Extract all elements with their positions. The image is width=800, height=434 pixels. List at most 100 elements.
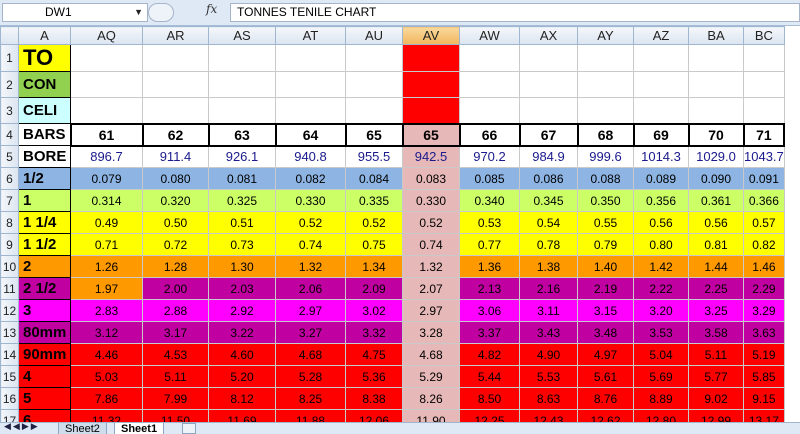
row-header-6[interactable]: 6 [0,167,19,190]
grid-cell[interactable]: 5.36 [345,365,403,388]
grid-cell[interactable]: 0.314 [70,189,143,212]
grid-cell[interactable]: 4.90 [519,343,578,366]
grid-cell[interactable] [275,44,346,72]
grid-cell[interactable]: 0.361 [688,189,744,212]
insert-function-icon[interactable]: fx [206,2,218,16]
grid-cell[interactable]: 0.50 [142,211,209,234]
grid-cell[interactable]: 7.99 [142,387,209,410]
grid-cell[interactable]: 1.38 [519,255,578,278]
grid-cell[interactable] [519,97,578,124]
formula-input[interactable]: TONNES TENILE CHART [230,3,800,22]
grid-cell[interactable]: 0.320 [142,189,209,212]
grid-cell[interactable] [743,44,785,72]
grid-cell[interactable]: 0.73 [208,233,276,256]
row-label-cell[interactable]: CON [18,71,71,98]
grid-cell[interactable]: 2.88 [142,299,209,322]
grid-cell[interactable] [459,71,520,98]
grid-cell[interactable]: 5.69 [633,365,689,388]
row-header-10[interactable]: 10 [0,255,19,278]
grid-cell[interactable]: 8.76 [577,387,634,410]
grid-cell[interactable]: 2.16 [519,277,578,300]
grid-cell[interactable]: 8.26 [402,387,460,410]
grid-cell[interactable]: 67 [518,122,579,147]
grid-cell[interactable]: 63 [207,122,277,147]
formula-bar-expand-button[interactable] [148,3,174,22]
grid-cell[interactable] [142,97,209,124]
name-box-dropdown-icon[interactable]: ▼ [134,7,143,17]
grid-cell[interactable]: 61 [69,122,144,147]
row-header-16[interactable]: 16 [0,387,19,410]
grid-cell[interactable]: 0.088 [577,167,634,190]
grid-cell[interactable]: 955.5 [345,145,403,168]
grid-cell[interactable]: 5.53 [519,365,578,388]
grid-cell[interactable] [633,71,689,98]
grid-cell[interactable]: 2.09 [345,277,403,300]
grid-cell[interactable]: 1.36 [459,255,520,278]
grid-cell[interactable]: 1.34 [345,255,403,278]
grid-cell[interactable]: 911.4 [142,145,209,168]
column-header-bc[interactable]: BC [743,26,785,45]
grid-cell[interactable]: 0.72 [142,233,209,256]
grid-cell[interactable] [345,71,403,98]
grid-cell[interactable]: 8.12 [208,387,276,410]
grid-cell[interactable]: 1.28 [142,255,209,278]
grid-cell[interactable]: 3.58 [688,321,744,344]
grid-cell[interactable]: 1.30 [208,255,276,278]
grid-cell[interactable]: 0.085 [459,167,520,190]
grid-cell[interactable]: 66 [458,122,521,147]
grid-cell[interactable]: 0.091 [743,167,785,190]
grid-cell[interactable] [275,71,346,98]
row-label-cell[interactable]: CELI [18,97,71,124]
row-label-cell[interactable]: 1 1/2 [18,233,71,256]
grid-cell[interactable]: 3.29 [743,299,785,322]
grid-cell[interactable] [633,97,689,124]
grid-cell[interactable] [70,44,143,72]
row-label-cell[interactable]: BORE [18,145,71,168]
grid-cell[interactable] [70,97,143,124]
grid-cell[interactable] [743,71,785,98]
grid-cell[interactable] [688,97,744,124]
grid-cell[interactable]: 3.11 [519,299,578,322]
row-header-9[interactable]: 9 [0,233,19,256]
grid-cell[interactable]: 2.22 [633,277,689,300]
row-label-cell[interactable]: 2 1/2 [18,277,71,300]
grid-cell[interactable] [208,44,276,72]
row-label-cell[interactable]: 4 [18,365,71,388]
grid-cell[interactable]: 1014.3 [633,145,689,168]
row-label-cell[interactable]: 90mm [18,343,71,366]
grid-cell[interactable]: 2.83 [70,299,143,322]
grid-cell[interactable]: 4.68 [402,343,460,366]
column-header-ar[interactable]: AR [142,26,209,45]
grid-cell[interactable]: 1.32 [402,255,460,278]
grid-cell[interactable]: 5.03 [70,365,143,388]
grid-cell[interactable]: 1043.7 [743,145,785,168]
tab-sheet1[interactable]: Sheet1 [114,423,165,434]
grid-cell[interactable]: 999.6 [577,145,634,168]
grid-cell[interactable]: 0.81 [688,233,744,256]
row-label-cell[interactable]: TO [18,44,71,72]
grid-cell[interactable]: 5.20 [208,365,276,388]
grid-cell[interactable] [519,71,578,98]
grid-cell[interactable] [208,97,276,124]
column-header-aq[interactable]: AQ [70,26,143,45]
grid-cell[interactable]: 926.1 [208,145,276,168]
grid-cell[interactable]: 2.92 [208,299,276,322]
select-all-corner[interactable] [0,26,19,45]
grid-cell[interactable]: 0.57 [743,211,785,234]
grid-cell[interactable]: 8.25 [275,387,346,410]
grid-cell[interactable]: 0.77 [459,233,520,256]
grid-cell[interactable]: 0.084 [345,167,403,190]
row-header-15[interactable]: 15 [0,365,19,388]
grid-cell[interactable]: 0.82 [743,233,785,256]
grid-cell[interactable]: 0.079 [70,167,143,190]
grid-cell[interactable]: 8.38 [345,387,403,410]
grid-cell[interactable]: 5.29 [402,365,460,388]
grid-cell[interactable]: 4.53 [142,343,209,366]
row-header-1[interactable]: 1 [0,44,19,72]
grid-cell[interactable]: 0.345 [519,189,578,212]
grid-cell[interactable]: 1.97 [70,277,143,300]
grid-cell[interactable] [402,97,460,124]
insert-sheet-icon[interactable] [182,423,196,434]
grid-cell[interactable]: 0.55 [577,211,634,234]
grid-cell[interactable]: 0.335 [345,189,403,212]
